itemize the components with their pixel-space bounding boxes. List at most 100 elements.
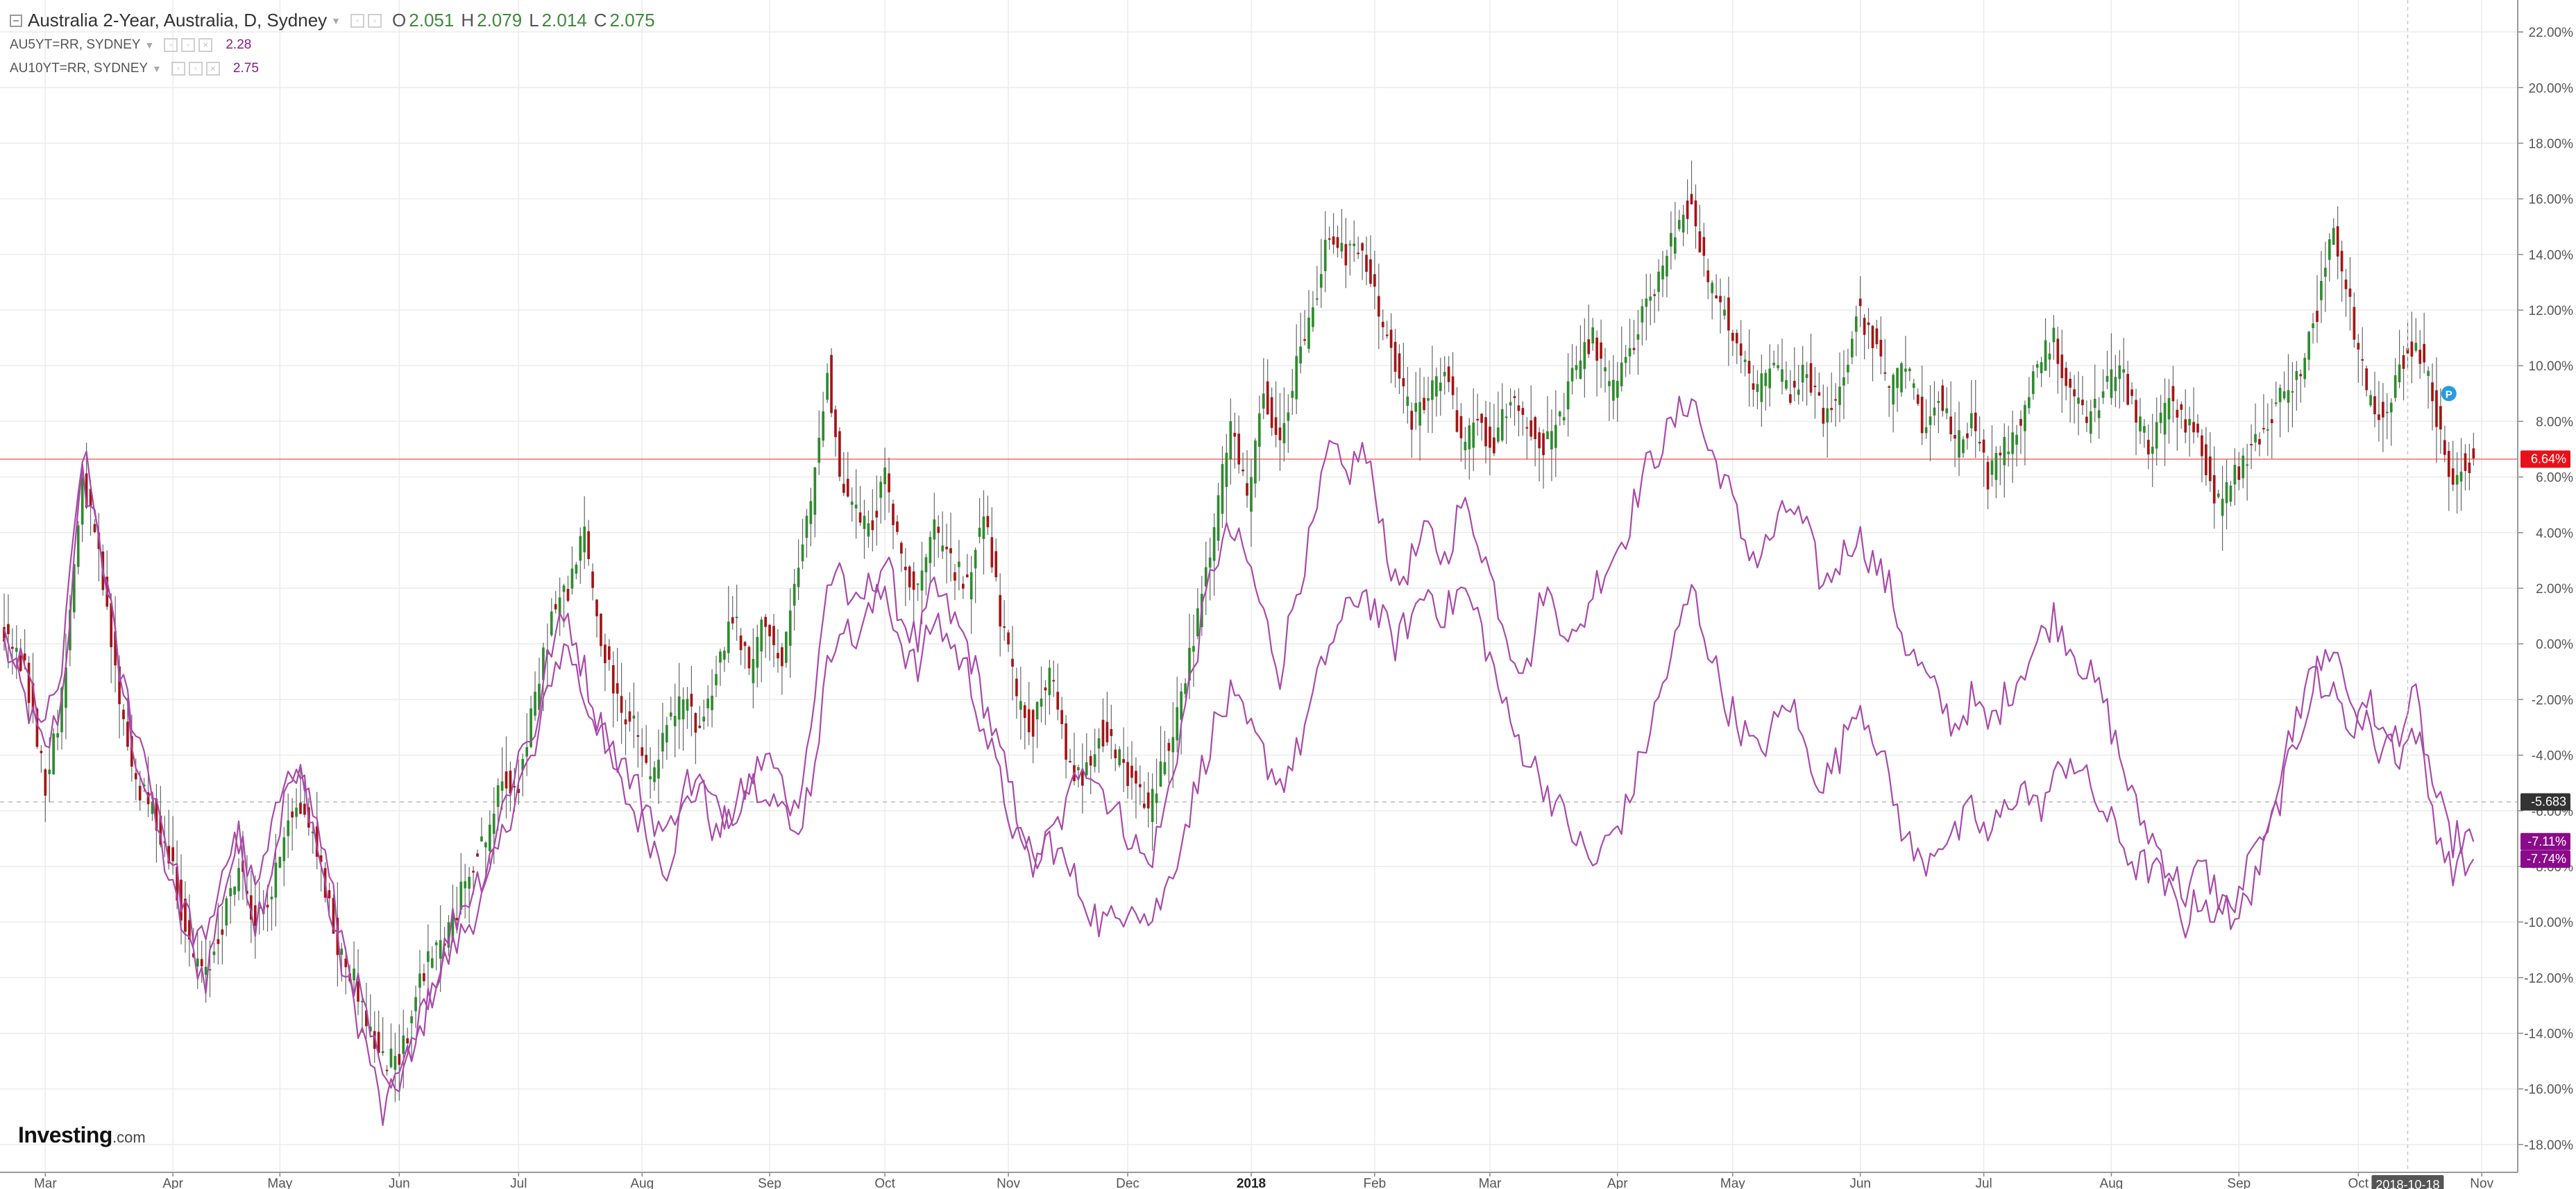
candle-down[interactable] (1719, 278, 1722, 334)
candle-down[interactable] (2205, 427, 2208, 486)
candle-up[interactable] (80, 470, 84, 542)
candle-up[interactable] (575, 562, 578, 580)
candle-down[interactable] (1101, 698, 1105, 753)
candle-up[interactable] (2332, 218, 2335, 246)
candle-up[interactable] (233, 886, 236, 907)
candle-down[interactable] (2212, 446, 2216, 529)
candle-down[interactable] (694, 712, 697, 764)
candle-up[interactable] (665, 717, 668, 760)
candle-up[interactable] (1348, 240, 1352, 276)
candle-down[interactable] (777, 628, 779, 673)
candle-down[interactable] (2060, 330, 2064, 413)
candle-up[interactable] (1929, 385, 1932, 461)
candle-down[interactable] (2258, 432, 2261, 456)
candle-up[interactable] (1468, 418, 1471, 480)
candle-up[interactable] (1435, 367, 1438, 417)
candle-down[interactable] (1513, 390, 1516, 426)
candle-up[interactable] (229, 875, 232, 924)
candle-down[interactable] (2176, 399, 2179, 451)
candle-down[interactable] (1357, 237, 1359, 259)
candle-down[interactable] (954, 564, 956, 601)
candle-down[interactable] (1817, 372, 1821, 397)
candle-down[interactable] (1065, 715, 1067, 779)
candle-up[interactable] (1217, 483, 1220, 551)
candle-up[interactable] (1035, 701, 1039, 749)
candle-up[interactable] (2031, 365, 2035, 400)
candle-up[interactable] (2122, 338, 2126, 402)
candle-up[interactable] (1554, 390, 1557, 477)
candle-up[interactable] (1262, 358, 1265, 420)
candle-down[interactable] (1110, 704, 1113, 760)
candle-up[interactable] (1406, 366, 1409, 424)
candle-down[interactable] (2126, 361, 2130, 406)
candle-up[interactable] (929, 531, 932, 583)
candle-down[interactable] (1999, 445, 2002, 486)
candle-up[interactable] (727, 585, 730, 663)
candle-up[interactable] (2024, 400, 2026, 465)
candle-down[interactable] (1978, 416, 1981, 452)
candle-up[interactable] (1093, 728, 1096, 773)
candle-up[interactable] (2427, 366, 2430, 409)
candle-down[interactable] (1278, 393, 1282, 471)
candle-down[interactable] (1135, 757, 1137, 819)
candle-up[interactable] (2229, 481, 2232, 507)
chart-markers[interactable]: P (2441, 386, 2457, 402)
candle-down[interactable] (1031, 708, 1035, 763)
candle-up[interactable] (1212, 513, 1216, 596)
overlay-line-series[interactable] (3, 395, 2475, 1127)
candle-up[interactable] (2163, 378, 2167, 466)
candle-down[interactable] (1686, 179, 1689, 234)
candle-up[interactable] (56, 710, 59, 751)
candle-up[interactable] (579, 527, 582, 584)
candle-down[interactable] (1521, 401, 1525, 436)
candle-down[interactable] (1706, 258, 1710, 300)
chevron-down-icon[interactable]: ▼ (144, 40, 155, 51)
candle-down[interactable] (554, 591, 557, 614)
candle-down[interactable] (1060, 696, 1063, 739)
candle-down[interactable] (888, 457, 890, 513)
candle-up[interactable] (1229, 398, 1232, 485)
candle-up[interactable] (2077, 371, 2080, 436)
candle-up[interactable] (1969, 379, 1973, 436)
candle-up[interactable] (920, 541, 924, 624)
candle-up[interactable] (2414, 318, 2418, 353)
candle-up[interactable] (2048, 342, 2051, 377)
candle-up[interactable] (430, 946, 434, 969)
candle-up[interactable] (879, 476, 883, 524)
candle-up[interactable] (2385, 393, 2389, 440)
candle-up[interactable] (1900, 361, 1903, 397)
candle-down[interactable] (2439, 388, 2442, 454)
candle-down[interactable] (2431, 363, 2434, 431)
candle-down[interactable] (1530, 385, 1533, 441)
candle-down[interactable] (2192, 387, 2195, 444)
candle-up[interactable] (2328, 233, 2331, 282)
close-icon[interactable]: × (205, 62, 220, 76)
candle-up[interactable] (1558, 410, 1561, 426)
settings-icon[interactable]: ◦ (350, 13, 365, 28)
candle-down[interactable] (1393, 329, 1397, 388)
candle-down[interactable] (1336, 225, 1339, 258)
candle-down[interactable] (1867, 308, 1870, 350)
candle-up[interactable] (65, 633, 67, 739)
candle-down[interactable] (768, 624, 771, 661)
candle-up[interactable] (1427, 377, 1430, 433)
candle-up[interactable] (492, 787, 495, 864)
candle-up[interactable] (468, 866, 471, 923)
candle-down[interactable] (1653, 289, 1656, 323)
candle-up[interactable] (1509, 388, 1512, 418)
settings-icon[interactable]: ◦ (181, 38, 196, 52)
candle-down[interactable] (566, 575, 570, 603)
candle-up[interactable] (933, 493, 936, 567)
chevron-down-icon[interactable]: ▼ (152, 63, 162, 74)
chevron-down-icon[interactable]: ▼ (331, 15, 341, 26)
candle-up[interactable] (1994, 446, 1998, 499)
candle-up[interactable] (434, 940, 438, 970)
candle-up[interactable] (1353, 220, 1356, 262)
candle-up[interactable] (2307, 331, 2310, 371)
candle-down[interactable] (908, 565, 911, 601)
candle-down[interactable] (1735, 329, 1738, 364)
candle-up[interactable] (2246, 443, 2249, 501)
candle-down[interactable] (2135, 388, 2137, 456)
candle-up[interactable] (418, 950, 421, 1012)
